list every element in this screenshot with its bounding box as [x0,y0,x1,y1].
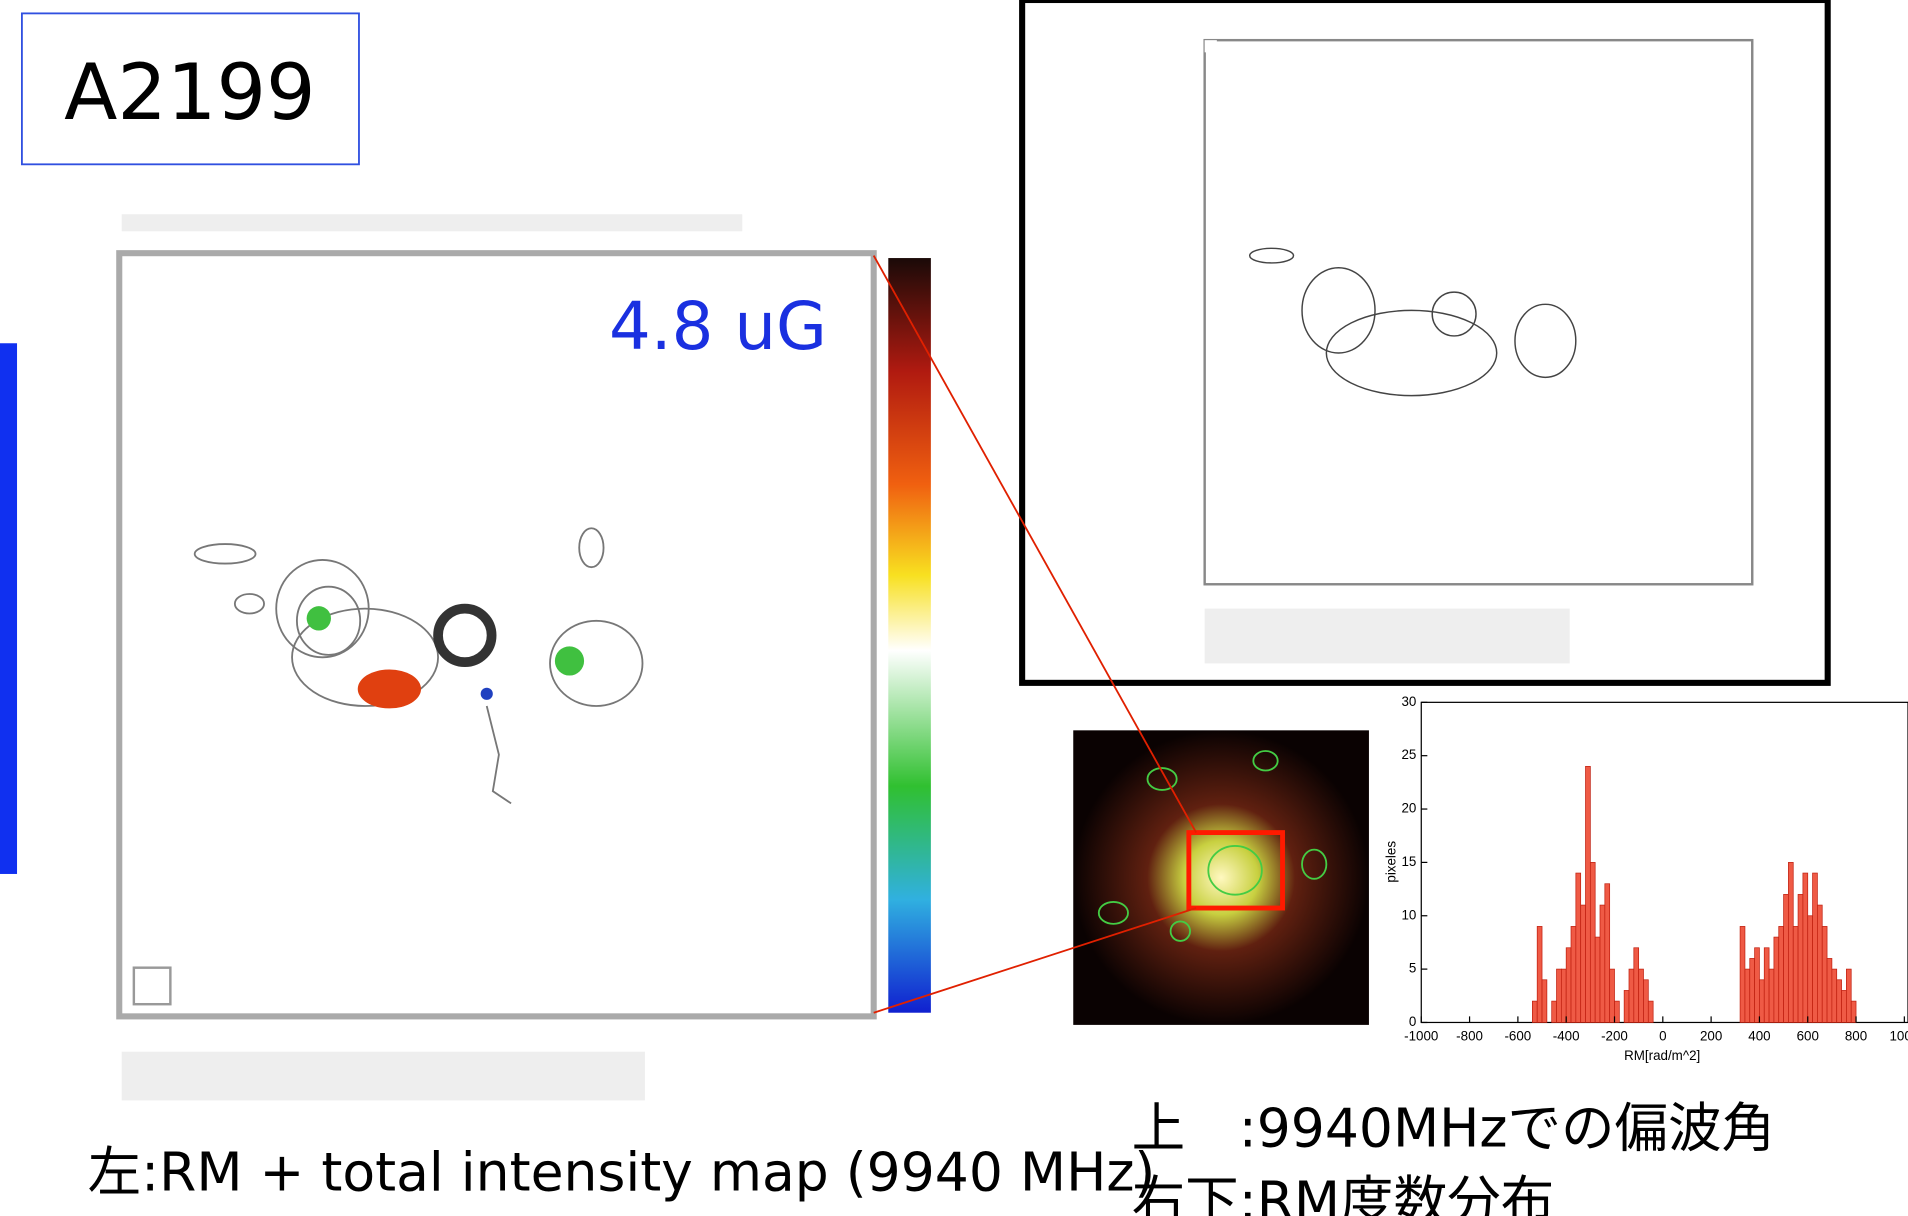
rm-map [116,214,877,1101]
field-label: 4.8 uG [609,289,827,365]
y-tick-label: 30 [1402,694,1417,709]
bar [1609,968,1615,1023]
y-tick-label: 0 [1409,1014,1416,1029]
caption-left: 左:RM + total intensity map (9940 MHz) [88,1140,1156,1203]
bar [1585,765,1591,1023]
bar [1565,947,1572,1023]
bar [1817,904,1823,1023]
x-axis-label: RM[rad/m^2] [1624,1048,1700,1063]
bar [1647,1000,1654,1023]
x-tick-label: 600 [1797,1029,1819,1044]
bar [1580,904,1586,1023]
bar [1831,968,1838,1023]
bar [1532,1000,1538,1023]
bar [1778,926,1784,1023]
x-tick-label: 800 [1845,1029,1867,1044]
bar [1788,862,1794,1023]
bar [1821,926,1828,1023]
polarization-map [1019,0,1831,686]
bar [1802,872,1809,1023]
y-tick-label: 5 [1409,961,1416,976]
x-tick-label: 400 [1748,1029,1770,1044]
color-bar [888,258,931,1013]
bar [1763,947,1770,1023]
bar [1628,968,1635,1023]
bar [1773,936,1780,1023]
optical-image [1073,730,1369,1025]
x-tick-label: -1000 [1404,1029,1438,1044]
bar [1560,968,1567,1023]
slide-title: A2199 [64,48,315,138]
bar [1623,990,1630,1023]
bar [1744,968,1751,1023]
bar [1604,883,1611,1023]
bar [1754,947,1760,1023]
x-tick-label: -200 [1601,1029,1628,1044]
x-tick-label: -600 [1504,1029,1531,1044]
bar [1807,915,1813,1023]
bar [1575,872,1582,1023]
bar [1783,894,1789,1023]
y-tick-label: 25 [1402,747,1417,762]
bar [1541,979,1548,1023]
connector [872,255,1197,834]
bar [1599,904,1606,1023]
bar [1638,968,1644,1023]
bar [1556,968,1562,1023]
x-tick-label: 1000 [1889,1029,1908,1044]
bar [1643,979,1649,1023]
x-tick-label: 0 [1659,1029,1666,1044]
bar [1749,958,1755,1023]
caption-top: 上 :9940MHzでの偏波角 [1132,1097,1775,1160]
bar [1614,1000,1620,1023]
bar [1768,968,1775,1023]
bar [1841,990,1847,1023]
bar [1633,947,1640,1023]
bar [1589,862,1596,1023]
bar [1570,926,1577,1023]
bar [1739,926,1746,1023]
bar [1850,1000,1857,1023]
x-tick-label: 200 [1700,1029,1722,1044]
bar [1536,926,1543,1023]
histogram: RM[rad/m^2] pixeles -1000 -800 -600 -400 -20… [1384,694,1908,1063]
bar [1836,979,1842,1023]
bar [1594,936,1601,1023]
bar [1759,979,1765,1023]
connector [873,907,1197,1014]
bar [1846,968,1852,1023]
y-axis-label: pixeles [1384,841,1399,883]
bar [1551,1000,1557,1023]
bar [1797,894,1804,1023]
side-bar [0,343,18,874]
y-tick-label: 15 [1402,854,1417,869]
y-tick-label: 10 [1402,907,1417,922]
bar [1812,872,1818,1023]
title-box [20,12,360,166]
bar [1826,958,1833,1023]
x-tick-label: -800 [1456,1029,1483,1044]
x-tick-label: -400 [1553,1029,1580,1044]
caption-bottom-right: 右下:RM度数分布 [1132,1170,1555,1216]
y-tick-label: 20 [1402,801,1417,816]
bar [1792,926,1799,1023]
